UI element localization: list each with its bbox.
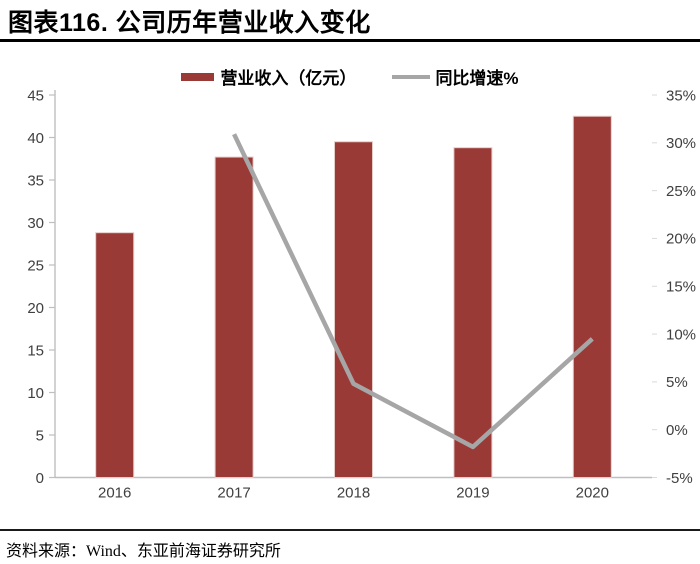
left-axis-tick-label-5: 5 <box>36 427 44 444</box>
legend: 营业收入（亿元） 同比增速% <box>0 64 700 89</box>
left-axis-tick-label-30: 30 <box>27 215 44 232</box>
left-axis-tick-label-20: 20 <box>27 300 44 317</box>
revenue-bar-swatch <box>181 72 215 81</box>
right-axis-tick-label-15%: 15% <box>666 279 696 296</box>
left-axis-tick-label-15: 15 <box>27 342 44 359</box>
x-axis-label-2016: 2016 <box>98 485 131 502</box>
source-note: 资料来源：Wind、东亚前海证券研究所 <box>6 543 281 560</box>
right-axis-tick-label--5%: -5% <box>666 470 693 487</box>
figure-number: 图表116. <box>8 9 109 37</box>
bar-2016 <box>95 232 135 478</box>
right-axis-tick-label-20%: 20% <box>666 231 696 248</box>
right-axis-tick-label-5%: 5% <box>666 374 688 391</box>
right-axis-tick-label-10%: 10% <box>666 326 696 343</box>
growth-line-swatch <box>392 74 431 79</box>
legend-item-revenue: 营业收入（亿元） <box>181 64 356 89</box>
right-axis-tick-label-0%: 0% <box>666 422 688 439</box>
title-underline <box>0 39 700 42</box>
bar-2017 <box>214 156 254 479</box>
x-axis-label-2019: 2019 <box>456 485 489 502</box>
figure-title-text: 公司历年营业收入变化 <box>115 9 371 37</box>
right-axis-tick-label-30%: 30% <box>666 135 696 152</box>
growth-line <box>232 133 594 450</box>
source-divider <box>0 529 700 531</box>
legend-item-growth: 同比增速% <box>392 64 519 89</box>
left-axis-tick-label-10: 10 <box>27 385 44 402</box>
x-axis-label-2018: 2018 <box>337 485 370 502</box>
bar-2018 <box>334 141 373 478</box>
revenue-legend-label: 营业收入（亿元） <box>220 69 357 88</box>
left-axis-tick-label-35: 35 <box>27 172 44 189</box>
figure-title: 图表116. 公司历年营业收入变化 <box>8 3 371 39</box>
growth-legend-label: 同比增速% <box>435 69 519 88</box>
left-axis-tick-label-40: 40 <box>27 130 44 147</box>
left-axis-tick-label-0: 0 <box>36 470 44 487</box>
right-axis-tick-label-25%: 25% <box>666 183 696 200</box>
bar-2020 <box>572 115 612 478</box>
left-axis-tick-label-45: 45 <box>27 87 44 104</box>
right-axis-tick-label-35%: 35% <box>666 87 696 104</box>
left-axis-tick-label-25: 25 <box>27 257 44 274</box>
x-axis-label-2017: 2017 <box>217 485 250 502</box>
bar-2019 <box>453 147 493 478</box>
x-axis-label-2020: 2020 <box>576 485 609 502</box>
